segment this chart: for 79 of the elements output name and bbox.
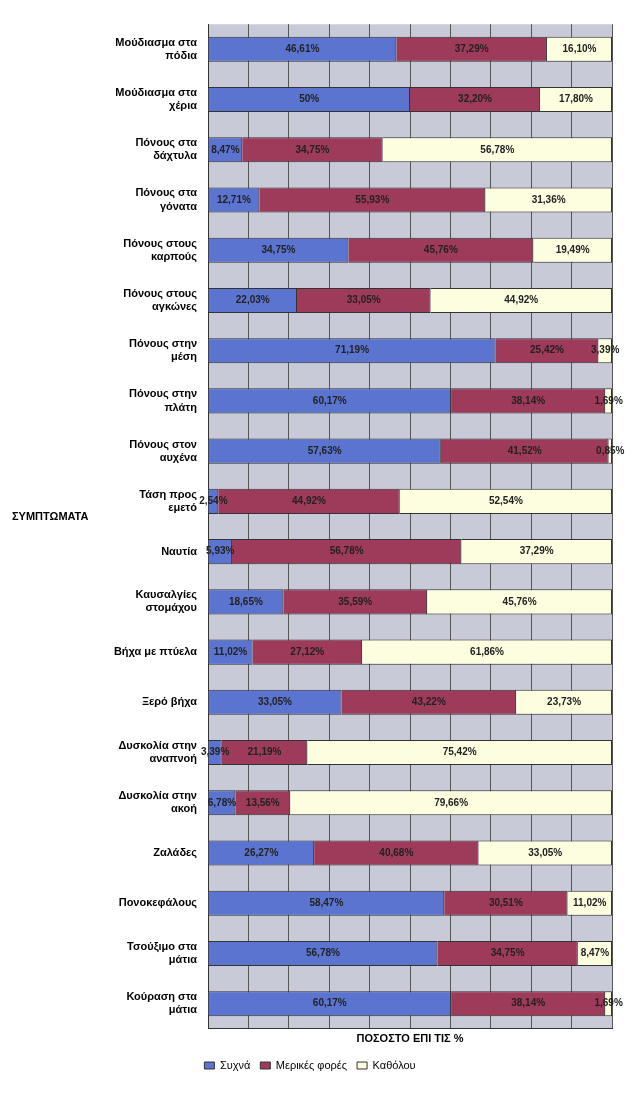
data-label: 37,29%	[454, 43, 489, 55]
y-tick-label: Πόνους στον αυχένα	[129, 437, 198, 463]
data-label: 23,73%	[547, 696, 582, 708]
data-label: 34,75%	[295, 143, 330, 155]
legend-label: Μερικές φορές	[275, 1058, 348, 1071]
data-label: 61,86%	[470, 645, 505, 657]
data-label: 75,42%	[442, 746, 477, 758]
data-label: 11,02%	[573, 896, 607, 908]
y-tick-label: Πόνους στους καρπούς	[123, 236, 198, 263]
y-tick-label: Πόνους στην πλάτη	[129, 387, 198, 413]
y-tick-label: Ξερό βήχα	[141, 695, 198, 708]
data-label: 38,14%	[511, 997, 546, 1009]
data-label: 11,02%	[213, 645, 248, 657]
data-label: 37,29%	[519, 545, 554, 557]
data-label: 56,78%	[329, 545, 364, 557]
data-label: 26,27%	[244, 846, 279, 858]
data-label: 31,36%	[531, 193, 566, 205]
y-tick-label: Μούδιασμα στα χέρια	[115, 85, 198, 112]
data-label: 19,49%	[555, 243, 590, 255]
data-label: 13,56%	[245, 796, 280, 808]
data-label: 32,20%	[458, 93, 493, 105]
y-tick-label: Μούδιασμα στα πόδια	[115, 35, 198, 61]
data-label: 38,14%	[511, 394, 546, 406]
data-label: 79,66%	[434, 796, 469, 808]
y-tick-label: Πονοκεφάλους	[118, 896, 198, 910]
data-label: 21,19%	[247, 746, 282, 758]
data-label: 56,78%	[480, 143, 515, 155]
y-tick-label: Δυσκολία στην αναπνοή	[118, 738, 198, 765]
data-label: 56,78%	[305, 947, 341, 959]
data-label: 52,54%	[488, 495, 523, 507]
data-label: 46,61%	[285, 43, 320, 55]
data-label: 55,93%	[355, 193, 390, 205]
data-label: 60,17%	[312, 394, 347, 406]
data-label: 34,75%	[261, 243, 296, 255]
y-axis-title: ΣΥΜΠΤΩΜΑΤΑ	[12, 509, 89, 522]
data-label: 22,03%	[235, 294, 270, 306]
y-tick-label: Τάση προς εμετό	[139, 487, 198, 514]
data-label: 44,92%	[504, 294, 539, 306]
data-label: 34,75%	[490, 947, 525, 959]
data-label: 58,47%	[309, 896, 344, 908]
data-label: 57,63%	[307, 444, 342, 456]
data-label: 50%	[299, 93, 320, 105]
legend-label: Συχνά	[219, 1058, 251, 1071]
data-label: 16,10%	[562, 43, 597, 55]
y-tick-label: Βήχα με πτύελα	[113, 645, 198, 658]
y-tick-label: Κούραση στα μάτια	[126, 990, 198, 1016]
data-label: 2,54%	[199, 495, 228, 507]
data-label: 33,05%	[258, 696, 293, 708]
data-label: 30,51%	[488, 896, 523, 908]
data-label: 8,47%	[580, 947, 610, 959]
data-label: 40,68%	[379, 846, 414, 858]
y-tick-label: Πόνους στα δάχτυλα	[135, 136, 198, 162]
y-tick-label: Πόνους στους αγκώνες	[123, 286, 198, 314]
y-tick-label: Καυσαλγίες στομάχου	[135, 588, 198, 614]
y-tick-label: Πόνους στην μέση	[129, 337, 198, 363]
data-label: 45,76%	[502, 595, 537, 607]
data-label: 17,80%	[559, 93, 594, 105]
data-label: 8,47%	[211, 143, 240, 155]
data-label: 18,65%	[228, 595, 263, 607]
y-tick-label: Ζαλάδες	[153, 846, 198, 860]
data-label: 41,52%	[507, 444, 542, 456]
y-tick-label: Ναυτία	[161, 544, 198, 557]
y-tick-label: Τσούξιμο στα μάτια	[127, 939, 198, 966]
legend-label: Καθόλου	[372, 1058, 416, 1071]
data-label: 71,19%	[335, 344, 370, 356]
data-label: 33,05%	[346, 294, 381, 306]
data-label: 12,71%	[216, 193, 251, 205]
data-label: 45,76%	[423, 243, 458, 255]
data-label: 3,39%	[200, 746, 230, 758]
data-label: 25,42%	[530, 344, 565, 356]
data-label: 33,05%	[528, 846, 563, 858]
data-label: 35,59%	[338, 595, 373, 607]
data-label: 60,17%	[312, 997, 347, 1009]
y-tick-label: Πόνους στα γόνατα	[135, 186, 198, 212]
x-axis-title: ΠΟΣΟΣΤΟ ΕΠΙ ΤΙΣ %	[356, 1032, 464, 1045]
data-label: 27,12%	[290, 645, 325, 657]
y-tick-label: Δυσκολία στην ακοή	[118, 789, 198, 815]
data-label: 44,92%	[292, 495, 327, 507]
data-label: 43,22%	[411, 696, 446, 708]
